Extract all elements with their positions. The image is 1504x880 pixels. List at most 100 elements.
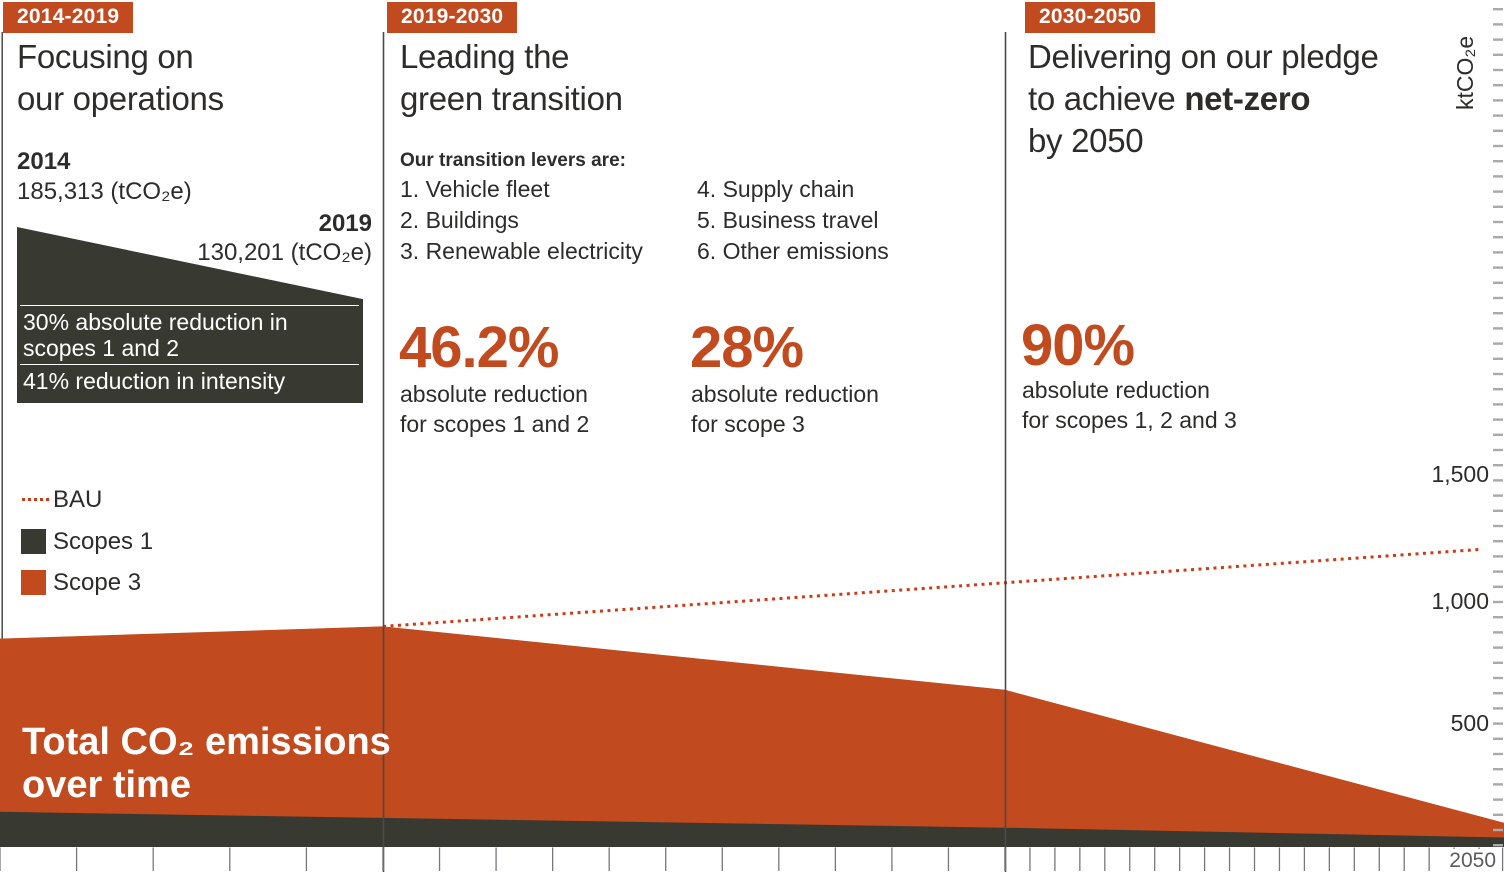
y-axis-minor-tick [1493,99,1503,102]
bau-dotted-line-icon [22,498,49,501]
y-axis-minor-tick [1493,418,1503,421]
legend-item-scope3: Scope 3 [53,569,142,596]
stat-caption: for scope 3 [691,411,805,437]
y-axis-minor-tick [1493,844,1503,847]
section-title-line: Focusing on [17,38,194,75]
chart-title-line: Total CO₂ emissions [22,721,391,763]
end-emissions-value: 130,201 (tCO₂e) [197,239,372,266]
lever-item: 3. Renewable electricity [400,238,643,264]
y-axis-minor-tick [1493,23,1503,26]
title-text: to achieve [1028,80,1185,117]
y-axis-minor-tick [1493,813,1503,816]
y-axis-minor-tick [1493,372,1503,376]
y-axis-minor-tick [1493,692,1503,695]
y-axis-minor-tick [1493,768,1503,771]
y-tick-label: 1,000 [1431,588,1489,614]
y-axis-minor-tick [1493,783,1503,786]
stat-caption: absolute reduction [691,381,879,407]
y-axis-minor-tick [1493,342,1503,345]
stat-value: 46.2% [399,315,559,380]
y-axis-minor-tick [1493,8,1503,11]
wedge-divider-line [20,364,359,365]
y-axis-minor-tick [1493,175,1503,178]
y-axis-minor-tick [1493,555,1503,558]
section-title-line: Delivering on our pledge [1028,38,1379,75]
y-axis-minor-tick [1493,631,1503,634]
wedge-stat-text: 30% absolute reduction in [23,309,288,335]
y-axis-minor-tick [1493,646,1503,649]
section-title-line: Leading the [400,38,570,75]
y-axis-minor-tick [1493,160,1503,163]
lever-item: 1. Vehicle fleet [400,176,550,202]
y-axis-minor-tick [1493,524,1503,528]
lever-item: 6. Other emissions [697,238,889,264]
y-axis-minor-tick [1493,266,1503,269]
net-zero-emphasis: net-zero [1184,80,1311,117]
y-axis-minor-tick [1493,676,1503,680]
y-axis-minor-tick [1493,220,1503,224]
period-badge-2014-2019: 2014-2019 [3,2,134,33]
y-axis-minor-tick [1493,737,1503,740]
y-axis-minor-tick [1493,570,1503,573]
y-axis-minor-tick [1493,494,1503,497]
stat-value: 28% [690,315,804,380]
scope3-swatch-icon [21,570,46,595]
y-axis-minor-tick [1493,585,1503,588]
section-title-line: our operations [17,80,224,117]
period-badge-2030-2050: 2030-2050 [1025,2,1156,33]
section-title-line: to achieve net-zero [1028,78,1311,120]
stat-caption: absolute reduction [1022,377,1210,403]
y-axis-minor-tick [1493,752,1503,756]
y-axis-minor-tick [1493,68,1503,72]
y-axis-minor-tick [1493,403,1503,406]
y-axis-minor-tick [1493,828,1503,832]
transition-levers-heading: Our transition levers are: [400,150,626,171]
y-axis-minor-tick [1493,448,1503,452]
x-end-year-label: 2050 [1447,849,1498,873]
stat-caption: for scopes 1, 2 and 3 [1022,407,1237,433]
y-axis-minor-tick [1493,296,1503,300]
y-axis-minor-tick [1493,509,1503,512]
period-badge-2019-2030: 2019-2030 [387,2,518,33]
y-axis-minor-tick [1493,798,1503,801]
chart-title-line: over time [22,764,191,806]
legend-item-bau: BAU [53,486,103,513]
wedge-stat-text: scopes 1 and 2 [23,335,180,361]
y-axis-minor-tick [1493,327,1503,330]
y-tick-label: 500 [1450,710,1489,736]
y-axis-minor-tick [1493,84,1503,87]
stat-caption: absolute reduction [400,381,588,407]
section-title-line: green transition [400,80,623,117]
y-axis-minor-tick [1493,600,1503,604]
start-emissions-value: 185,313 (tCO₂e) [17,178,192,205]
y-axis-minor-tick [1493,479,1503,482]
y-axis-minor-tick [1493,707,1503,710]
y-axis-minor-tick [1493,433,1503,436]
y-axis-minor-tick [1493,464,1503,467]
y-axis-minor-tick [1493,251,1503,254]
y-axis-minor-tick [1493,38,1503,41]
y-axis-minor-tick [1493,205,1503,208]
section-title-line: by 2050 [1028,122,1144,159]
y-axis-minor-tick [1493,190,1503,193]
y-axis-minor-tick [1493,144,1503,148]
lever-item: 2. Buildings [400,207,519,233]
y-tick-label: 1,500 [1431,461,1489,487]
y-axis-minor-tick [1493,722,1503,725]
y-axis-unit-label: ktCO₂e [1452,35,1478,110]
stat-value: 90% [1021,313,1135,378]
y-axis-minor-tick [1493,357,1503,360]
y-axis-minor-tick [1493,661,1503,664]
wedge-stat-text: 41% reduction in intensity [23,368,286,394]
scopes1-area [0,811,1504,847]
lever-item: 4. Supply chain [697,176,855,202]
stat-caption: for scopes 1 and 2 [400,411,590,437]
y-axis-minor-tick [1493,53,1503,56]
y-axis-minor-tick [1493,616,1503,619]
scopes1-swatch-icon [21,529,46,554]
y-axis-minor-tick [1493,281,1503,284]
wedge-divider-line [20,305,359,306]
y-axis-minor-tick [1493,540,1503,543]
y-axis-minor-tick [1493,312,1503,315]
